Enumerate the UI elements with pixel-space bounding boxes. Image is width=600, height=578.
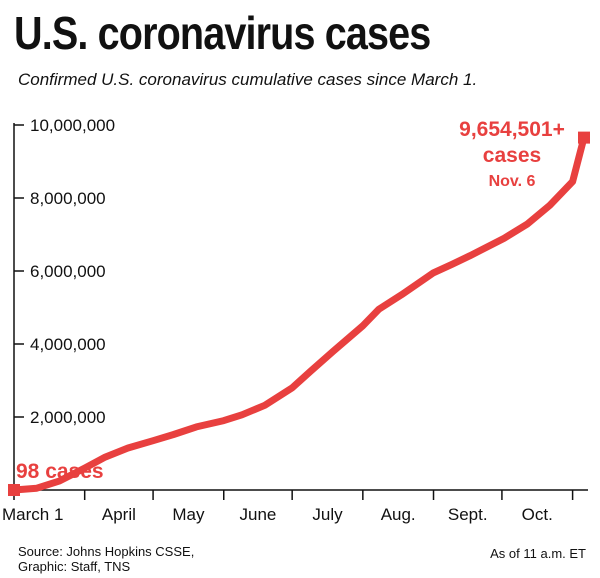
end-cases-word-label: cases: [483, 144, 541, 167]
x-tick-label: Oct.: [522, 505, 553, 524]
x-tick-label: Sept.: [448, 505, 488, 524]
end-cases-count-label: 9,654,501+: [459, 118, 565, 141]
x-tick-label: April: [102, 505, 136, 524]
line-chart: 2,000,000 4,000,000 6,000,000 8,000,000 10,0…: [2, 116, 590, 524]
x-tick-label: Aug.: [381, 505, 416, 524]
chart-subtitle: Confirmed U.S. coronavirus cumulative ca…: [18, 70, 478, 89]
y-tick-label: 4,000,000: [30, 335, 106, 354]
source-credit: Source: Johns Hopkins CSSE, Graphic: Sta…: [18, 544, 194, 574]
chart-axes: [13, 123, 588, 491]
x-axis-ticks: March 1 April May June July Aug. Sept. Oct.: [2, 490, 574, 524]
y-tick-label: 6,000,000: [30, 262, 106, 281]
y-axis-ticks: 2,000,000 4,000,000 6,000,000 8,000,000 10,0…: [14, 116, 115, 427]
x-tick-label: May: [172, 505, 205, 524]
x-tick-label: June: [240, 505, 277, 524]
start-cases-label: 98 cases: [16, 460, 104, 483]
y-tick-label: 10,000,000: [30, 116, 115, 135]
chart-title: U.S. coronavirus cases: [14, 7, 431, 59]
y-tick-label: 8,000,000: [30, 189, 106, 208]
end-date-label: Nov. 6: [489, 173, 536, 190]
as-of-note: As of 11 a.m. ET: [490, 546, 586, 561]
y-tick-label: 2,000,000: [30, 408, 106, 427]
x-tick-label: July: [312, 505, 343, 524]
graphic-credit-line: Graphic: Staff, TNS: [18, 559, 131, 574]
x-tick-label: March 1: [2, 505, 63, 524]
cases-series-line: [10, 134, 588, 494]
source-line: Source: Johns Hopkins CSSE,: [18, 544, 195, 559]
end-point-marker: [578, 131, 590, 144]
start-point-marker: [8, 483, 20, 496]
